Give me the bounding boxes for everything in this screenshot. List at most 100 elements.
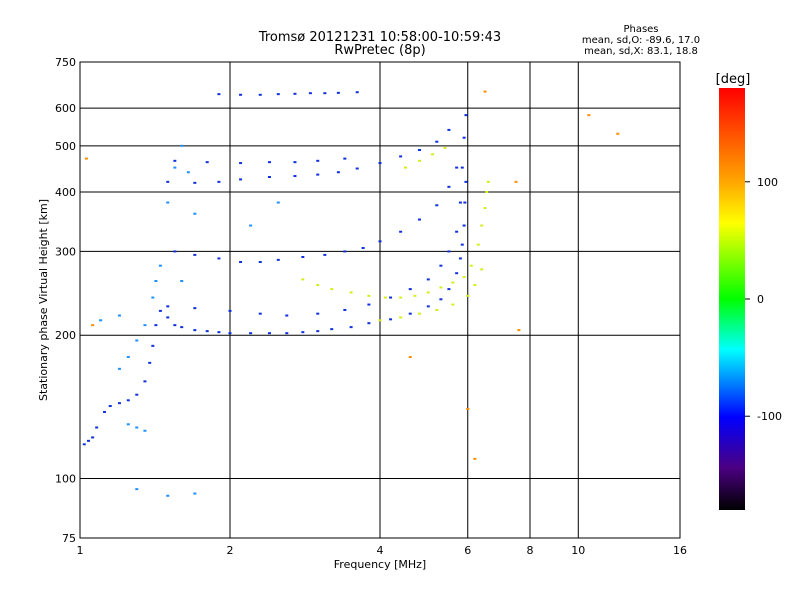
phases-o-stats: mean, sd,O: -89.6, 17.0 (582, 35, 700, 46)
data-point (135, 339, 139, 342)
data-point (447, 128, 451, 131)
data-point (399, 296, 403, 299)
data-point (316, 173, 320, 176)
data-point (258, 93, 262, 96)
data-point (143, 380, 147, 383)
data-point (135, 393, 139, 396)
data-point (378, 240, 382, 243)
data-point (399, 155, 403, 158)
data-point (166, 201, 170, 204)
data-point (447, 250, 451, 253)
data-point (447, 185, 451, 188)
x-tick-label: 10 (571, 544, 585, 557)
data-point (285, 314, 289, 317)
data-point (193, 212, 197, 215)
data-point (95, 426, 99, 429)
data-point (267, 175, 271, 178)
data-point (158, 264, 162, 267)
data-point (158, 309, 162, 312)
data-point (483, 90, 487, 93)
data-point (462, 136, 466, 139)
y-tick-label: 200 (55, 329, 76, 342)
data-point (447, 288, 451, 291)
data-point (378, 162, 382, 165)
data-point (408, 356, 412, 359)
data-point (143, 429, 147, 432)
data-point (239, 93, 243, 96)
data-point (217, 93, 221, 96)
data-point (117, 314, 121, 317)
data-point (399, 230, 403, 233)
data-point (82, 443, 86, 446)
y-tick-label: 600 (55, 102, 76, 115)
data-point (413, 294, 417, 297)
data-point (367, 303, 371, 306)
data-point (154, 280, 158, 283)
data-point (249, 224, 253, 227)
data-point (417, 159, 421, 162)
data-point (355, 91, 359, 94)
data-point (483, 207, 487, 210)
data-point (435, 140, 439, 143)
x-tick-label: 8 (527, 544, 534, 557)
phases-x-stats: mean, sd,X: 83.1, 18.8 (584, 46, 698, 57)
y-tick-label: 75 (62, 532, 76, 545)
data-point (99, 319, 103, 322)
data-point (84, 157, 88, 160)
data-point (91, 324, 95, 327)
data-point (367, 294, 371, 297)
data-point (343, 250, 347, 253)
data-point (103, 410, 107, 413)
data-point (480, 268, 484, 271)
data-point (276, 258, 280, 261)
colorbar-tick-label: 0 (757, 293, 764, 306)
data-point (217, 331, 221, 334)
colorbar-tick-label: 100 (757, 176, 778, 189)
data-point (316, 284, 320, 287)
data-point (417, 312, 421, 315)
data-point (343, 308, 347, 311)
data-point (239, 261, 243, 264)
data-point (166, 316, 170, 319)
data-point (135, 488, 139, 491)
data-point (180, 280, 184, 283)
data-point (361, 247, 365, 250)
data-point (148, 361, 152, 364)
data-point (460, 243, 464, 246)
data-point (180, 326, 184, 329)
data-point (126, 423, 130, 426)
x-axis-ticks: 1 2 4 6 8 10 16 (77, 544, 688, 557)
x-tick-label: 4 (377, 544, 384, 557)
data-point (455, 272, 459, 275)
data-point (293, 161, 297, 164)
data-point (517, 329, 521, 332)
data-point (417, 218, 421, 221)
x-tick-label: 16 (673, 544, 687, 557)
data-point (117, 402, 121, 405)
data-point (276, 201, 280, 204)
data-point (462, 276, 466, 279)
colorbar-ticks: 100 0 -100 (745, 176, 782, 423)
data-point (180, 144, 184, 147)
data-point (173, 159, 177, 162)
y-tick-label: 300 (55, 245, 76, 258)
data-points (82, 90, 620, 497)
chart-subtitle: RwPretec (8p) (334, 43, 425, 58)
data-point (135, 426, 139, 429)
data-point (435, 308, 439, 311)
y-tick-label: 500 (55, 140, 76, 153)
y-axis-label: Stationary phase Virtual Height [km] (37, 199, 50, 401)
data-point (151, 296, 155, 299)
data-point (323, 253, 327, 256)
data-point (616, 132, 620, 135)
data-point (249, 332, 253, 335)
x-tick-label: 6 (464, 544, 471, 557)
data-point (228, 332, 232, 335)
data-point (154, 324, 158, 327)
data-point (108, 405, 112, 408)
data-point (166, 180, 170, 183)
data-point (193, 253, 197, 256)
y-tick-label: 400 (55, 186, 76, 199)
data-point (473, 457, 477, 460)
